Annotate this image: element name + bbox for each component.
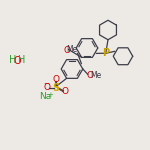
Text: +: + [47,92,53,98]
Text: O: O [14,56,21,66]
Text: H: H [18,55,26,65]
Text: Me: Me [90,71,101,80]
Text: O: O [53,75,60,84]
Text: Na: Na [39,92,51,101]
Text: H: H [9,55,16,65]
Text: O: O [63,46,70,55]
Text: −: − [43,81,49,87]
Text: O: O [44,83,51,92]
Text: S: S [53,83,60,93]
Text: Me: Me [66,45,78,54]
Text: O: O [87,70,93,80]
Text: O: O [62,87,69,96]
Text: P: P [102,48,109,58]
